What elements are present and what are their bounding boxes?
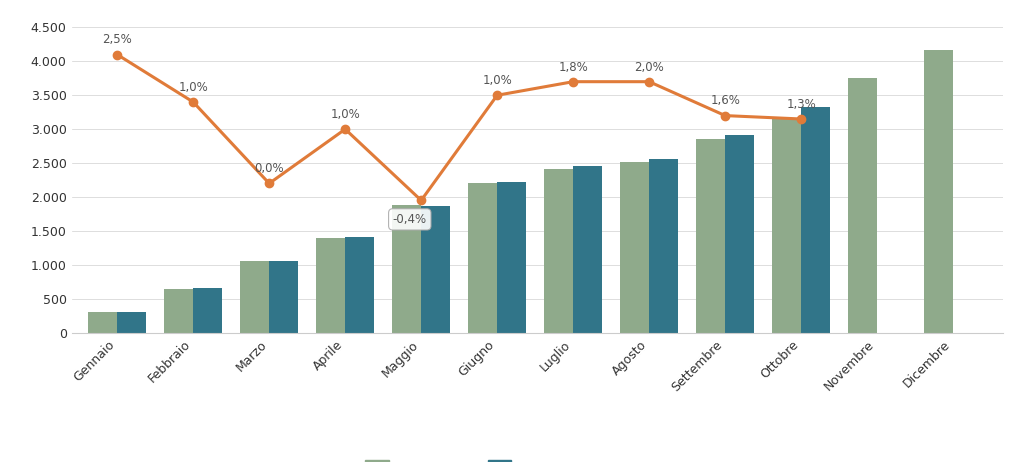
Δ 2018-17 xyxy=(339,127,351,132)
Δ 2018-17 xyxy=(415,198,428,203)
Text: 0,0%: 0,0% xyxy=(255,162,284,175)
Bar xyxy=(118,311,146,333)
Bar xyxy=(392,205,421,333)
Text: 2,5%: 2,5% xyxy=(102,33,132,46)
Bar xyxy=(497,182,526,333)
Bar xyxy=(345,237,374,333)
Bar xyxy=(240,261,269,333)
Bar xyxy=(620,162,650,333)
Text: 1,0%: 1,0% xyxy=(178,81,208,94)
Δ 2018-17 xyxy=(112,52,124,57)
Bar xyxy=(573,166,603,333)
Bar xyxy=(269,261,298,333)
Δ 2018-17 xyxy=(491,92,503,98)
Bar xyxy=(469,183,497,333)
Bar xyxy=(650,159,678,333)
Δ 2018-17 xyxy=(643,79,656,85)
Δ 2018-17 xyxy=(567,79,579,85)
Legend: Anno 2017, Anno 2018, Δ 2018-17: Anno 2017, Anno 2018, Δ 2018-17 xyxy=(360,455,714,462)
Bar xyxy=(772,119,801,333)
Δ 2018-17 xyxy=(795,116,807,122)
Text: 1,0%: 1,0% xyxy=(482,74,513,87)
Δ 2018-17 xyxy=(719,113,731,118)
Bar xyxy=(924,50,953,333)
Line: Δ 2018-17: Δ 2018-17 xyxy=(113,50,805,205)
Bar xyxy=(165,289,193,333)
Text: 1,3%: 1,3% xyxy=(787,98,816,111)
Δ 2018-17 xyxy=(263,181,275,186)
Text: 1,8%: 1,8% xyxy=(559,61,588,73)
Bar xyxy=(848,78,877,333)
Text: -0,4%: -0,4% xyxy=(393,213,427,226)
Bar xyxy=(316,237,345,333)
Text: 2,0%: 2,0% xyxy=(634,61,664,73)
Bar xyxy=(88,312,118,333)
Bar xyxy=(193,288,222,333)
Bar xyxy=(421,206,450,333)
Bar xyxy=(697,140,725,333)
Bar xyxy=(725,134,754,333)
Text: 1,6%: 1,6% xyxy=(710,94,740,108)
Text: 1,0%: 1,0% xyxy=(330,108,360,121)
Bar xyxy=(801,108,830,333)
Δ 2018-17 xyxy=(187,99,199,105)
Bar xyxy=(544,169,573,333)
